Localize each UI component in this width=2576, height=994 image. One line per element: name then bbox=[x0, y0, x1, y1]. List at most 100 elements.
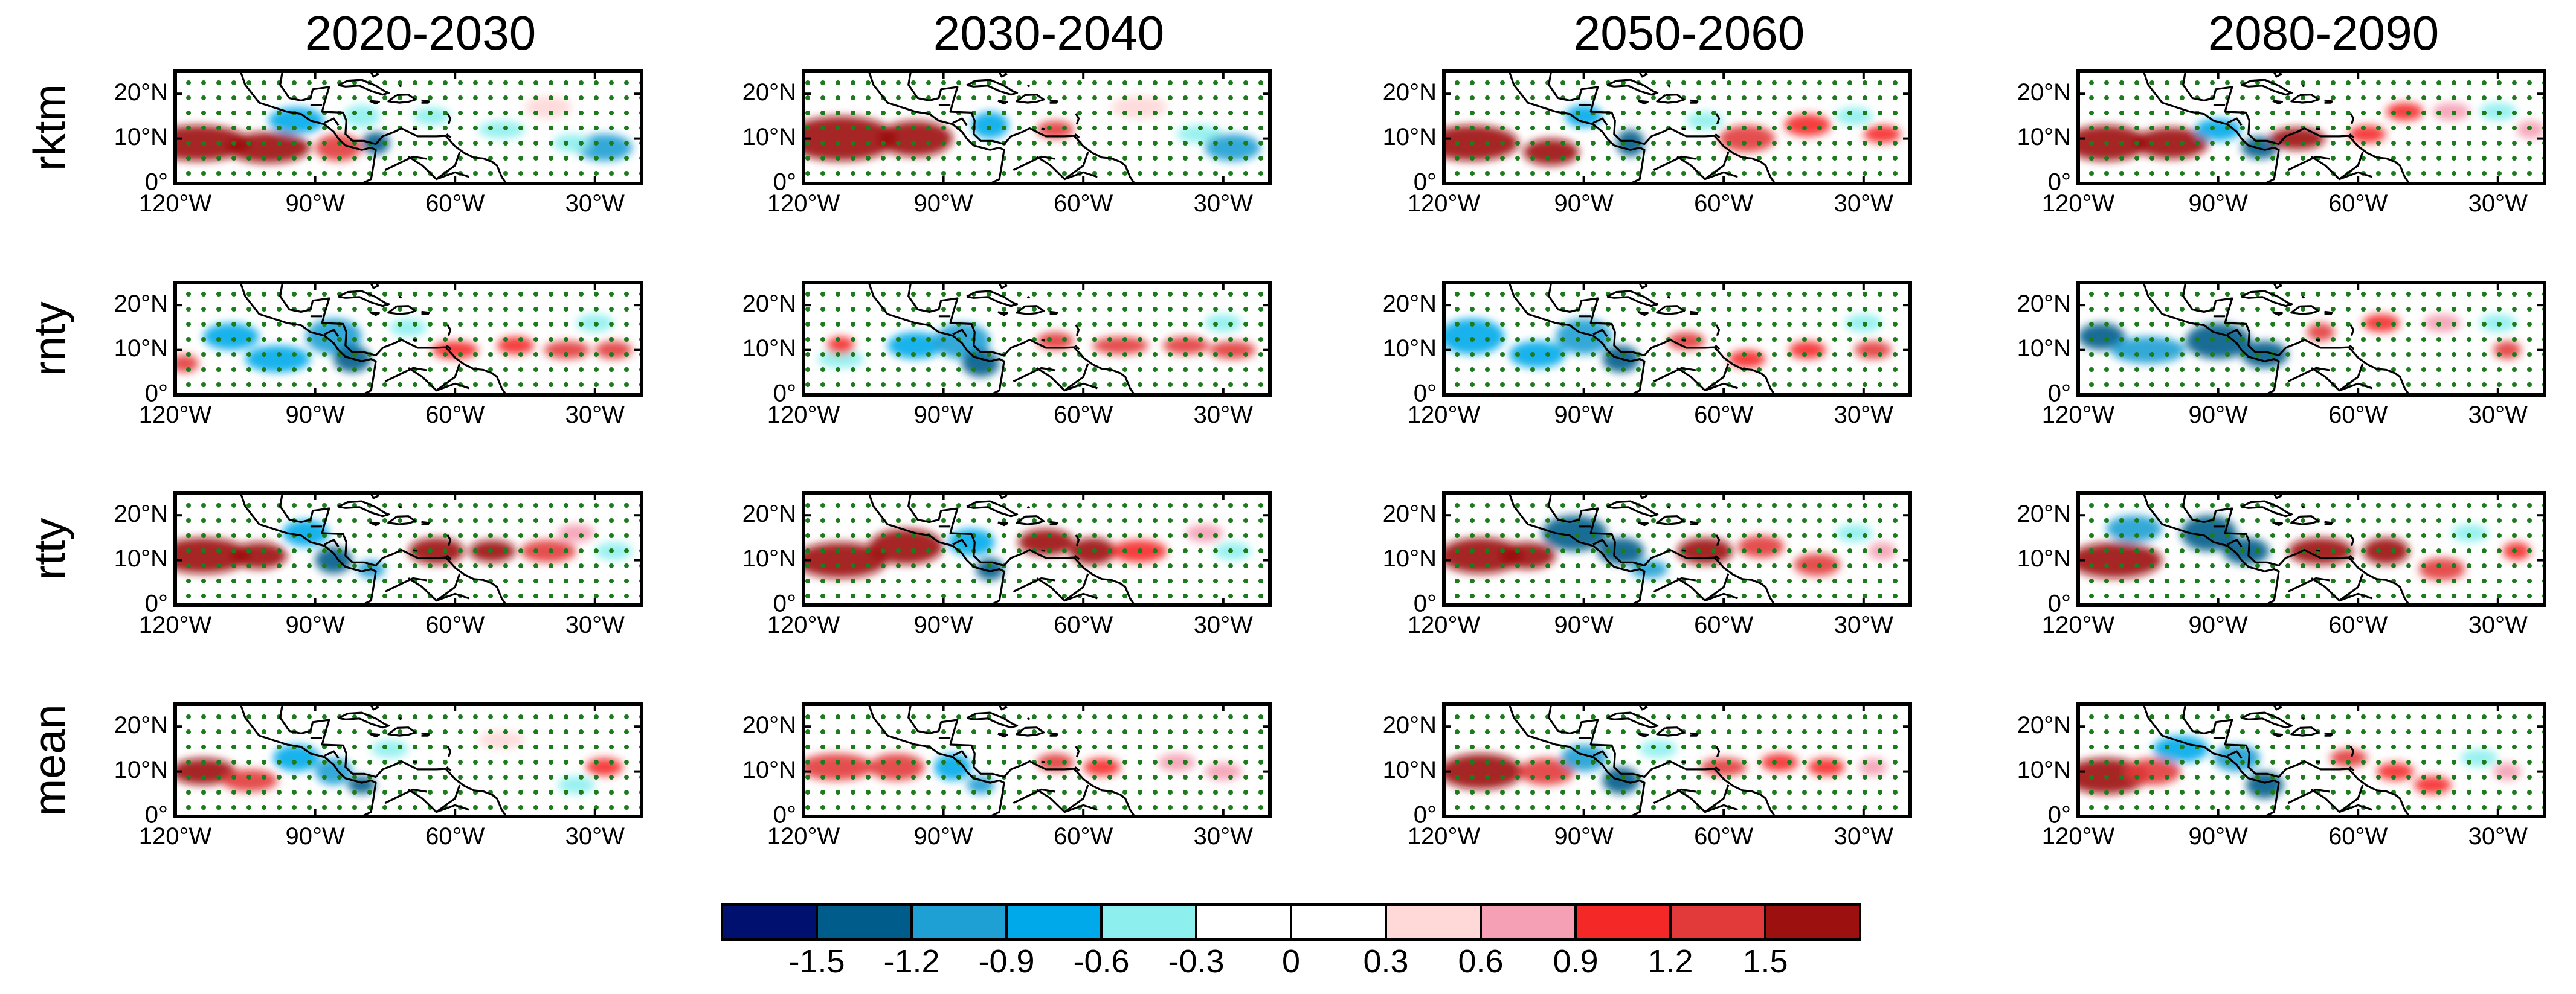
coastline bbox=[2349, 113, 2355, 125]
panel-frame bbox=[173, 69, 643, 185]
y-tick-label: 10°N bbox=[1383, 545, 1437, 572]
coastline bbox=[2558, 504, 2561, 512]
coastline bbox=[1013, 577, 1056, 593]
x-tick-label: 30°W bbox=[1194, 823, 1253, 850]
panel: 0° 10°N 20°N 120°W 90°W 60°W 30°W bbox=[2017, 281, 2546, 428]
coastline bbox=[2241, 711, 2293, 729]
coastline bbox=[446, 746, 452, 758]
coastlines bbox=[868, 283, 1136, 395]
y-tick-label: 20°N bbox=[1383, 501, 1437, 527]
panel: 0° 10°N 20°N 120°W 90°W 60°W 30°W bbox=[742, 491, 1286, 638]
coastline bbox=[387, 94, 417, 104]
coastline bbox=[2287, 155, 2331, 172]
coastline bbox=[2339, 784, 2364, 813]
x-tick-label: 60°W bbox=[1694, 823, 1753, 850]
coastline bbox=[1715, 554, 1721, 560]
panel-frame bbox=[173, 702, 643, 818]
y-tick-label: 20°N bbox=[114, 501, 168, 527]
coastline bbox=[1283, 504, 1286, 512]
coastline bbox=[338, 711, 390, 729]
x-tick-label: 30°W bbox=[1834, 823, 1893, 850]
coastline bbox=[2227, 117, 2243, 126]
y-tick-label: 10°N bbox=[742, 757, 796, 783]
coastline bbox=[1026, 84, 1031, 88]
y-tick-label: 0° bbox=[773, 802, 796, 829]
x-tick-label: 120°W bbox=[767, 402, 840, 428]
coastline bbox=[1592, 750, 1608, 759]
colorbar-tick-label: -1.2 bbox=[883, 943, 939, 980]
colorbar-swatch bbox=[1005, 903, 1103, 941]
colorbar-swatch bbox=[1385, 903, 1482, 941]
panel-frame bbox=[173, 491, 643, 607]
coastline bbox=[952, 329, 968, 338]
significance-stipple bbox=[803, 704, 1270, 816]
x-tick-label: 90°W bbox=[285, 823, 344, 850]
significance-stipple bbox=[803, 283, 1270, 395]
coastline bbox=[446, 344, 452, 350]
coastlines bbox=[1508, 493, 1927, 605]
significance-stipple bbox=[175, 283, 642, 395]
coastline bbox=[370, 71, 379, 78]
x-tick-label: 120°W bbox=[139, 190, 212, 217]
coastline bbox=[1924, 716, 1927, 723]
significance-stipple bbox=[175, 704, 642, 816]
panel: 0° 10°N 20°N 120°W 90°W 60°W 30°W bbox=[2017, 69, 2546, 217]
coastline bbox=[1592, 329, 1608, 338]
coastline bbox=[324, 329, 340, 338]
coastline bbox=[1016, 305, 1045, 315]
coastline bbox=[1681, 339, 1686, 342]
x-tick-label: 60°W bbox=[1694, 402, 1753, 428]
coastline bbox=[1704, 363, 1730, 391]
x-tick-label: 90°W bbox=[1554, 612, 1613, 638]
coastline bbox=[446, 133, 452, 139]
x-tick-label: 90°W bbox=[2188, 612, 2247, 638]
coastline bbox=[1653, 788, 1696, 804]
significance-stipple bbox=[803, 71, 1270, 184]
coastline bbox=[1667, 84, 1671, 88]
y-tick-label: 20°N bbox=[114, 712, 168, 739]
y-tick-label: 0° bbox=[2048, 591, 2071, 617]
significance-stipple bbox=[803, 493, 1270, 605]
coastlines bbox=[868, 704, 1136, 816]
coastline bbox=[413, 339, 417, 342]
y-tick-label: 20°N bbox=[742, 79, 796, 106]
coastlines bbox=[239, 71, 507, 184]
x-tick-label: 90°W bbox=[1554, 190, 1613, 217]
coastline bbox=[997, 521, 1008, 527]
x-tick-label: 120°W bbox=[1408, 823, 1481, 850]
coastline bbox=[1638, 733, 1649, 738]
coastline bbox=[2227, 539, 2243, 548]
significance-stipple bbox=[175, 71, 642, 184]
coastline bbox=[1075, 534, 1080, 547]
coastline bbox=[1704, 784, 1730, 813]
coastline bbox=[2324, 732, 2333, 737]
coastline bbox=[1508, 283, 1646, 395]
y-tick-label: 0° bbox=[773, 380, 796, 407]
coastline bbox=[384, 577, 428, 593]
coastline bbox=[2339, 573, 2364, 601]
coastline bbox=[2301, 717, 2305, 720]
y-tick-label: 0° bbox=[1414, 591, 1437, 617]
coastline bbox=[2287, 577, 2331, 593]
coastline bbox=[1508, 71, 1646, 184]
coastline bbox=[2182, 283, 2410, 395]
y-tick-label: 10°N bbox=[114, 757, 168, 783]
y-tick-label: 20°N bbox=[2017, 501, 2071, 527]
y-tick-label: 0° bbox=[2048, 802, 2071, 829]
coastline bbox=[2241, 79, 2293, 96]
coastline bbox=[384, 788, 428, 804]
x-tick-label: 30°W bbox=[565, 823, 625, 850]
coastline bbox=[1653, 577, 1696, 593]
panel-frame bbox=[802, 491, 1272, 607]
x-tick-label: 90°W bbox=[2188, 823, 2247, 850]
coastlines bbox=[868, 71, 1136, 184]
coastline bbox=[1924, 504, 1927, 512]
coastline bbox=[1638, 521, 1649, 527]
coastline bbox=[655, 504, 658, 512]
coastline bbox=[2142, 493, 2280, 605]
x-tick-label: 30°W bbox=[1194, 612, 1253, 638]
x-tick-label: 60°W bbox=[1054, 402, 1113, 428]
coastline bbox=[2349, 554, 2355, 560]
coastline bbox=[966, 290, 1019, 307]
significance-stipple bbox=[2078, 493, 2545, 605]
